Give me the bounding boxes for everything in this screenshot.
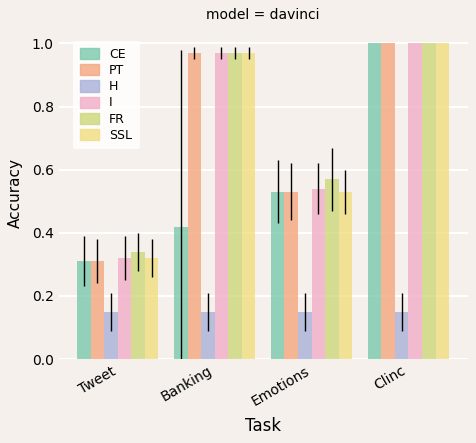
Bar: [298, 312, 311, 359]
Legend: CE, PT, H, I, FR, SSL: CE, PT, H, I, FR, SSL: [73, 41, 140, 149]
Bar: [367, 43, 381, 359]
Bar: [284, 192, 298, 359]
X-axis label: Task: Task: [245, 417, 281, 435]
Bar: [395, 312, 408, 359]
Title: model = davinci: model = davinci: [207, 8, 320, 22]
Bar: [77, 261, 91, 359]
Bar: [188, 53, 201, 359]
Bar: [131, 252, 145, 359]
Bar: [145, 258, 159, 359]
Bar: [311, 189, 325, 359]
Bar: [104, 312, 118, 359]
Y-axis label: Accuracy: Accuracy: [9, 159, 23, 229]
Bar: [215, 53, 228, 359]
Bar: [408, 43, 422, 359]
Bar: [91, 261, 104, 359]
Bar: [338, 192, 352, 359]
Bar: [174, 226, 188, 359]
Bar: [325, 179, 338, 359]
Bar: [271, 192, 284, 359]
Bar: [242, 53, 255, 359]
Bar: [228, 53, 242, 359]
Bar: [436, 43, 449, 359]
Bar: [422, 43, 436, 359]
Bar: [201, 312, 215, 359]
Bar: [118, 258, 131, 359]
Bar: [381, 43, 395, 359]
